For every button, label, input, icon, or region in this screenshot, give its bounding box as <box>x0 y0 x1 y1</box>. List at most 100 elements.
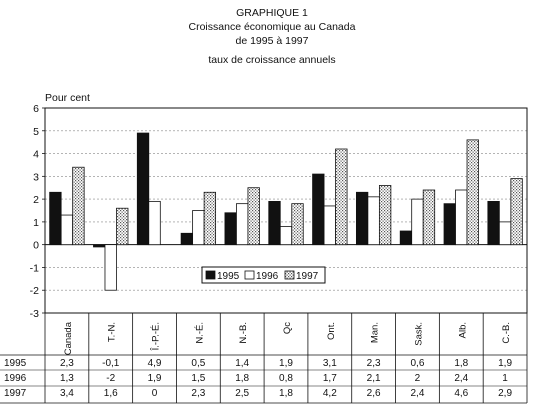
chart-subtitle-line1: Croissance économique au Canada <box>189 21 356 33</box>
table-cell: 1,5 <box>191 373 205 384</box>
category-label: N.-É. <box>194 322 205 344</box>
bar-1996-10 <box>498 221 512 246</box>
table-cell: 1 <box>502 373 508 384</box>
bar-1996-9 <box>455 189 468 246</box>
y-tick-label: 5 <box>33 126 39 138</box>
table-cell: 2,4 <box>411 388 425 399</box>
bar-1995-9 <box>443 203 456 246</box>
category-label: Î.-P.-É. <box>151 322 162 351</box>
table-cell: 4,6 <box>454 388 468 399</box>
table-cell: 0,6 <box>411 358 425 369</box>
bars <box>49 132 523 291</box>
bar-1996-0 <box>60 214 74 246</box>
table-cell: 1,8 <box>454 358 468 369</box>
table-cell: 3,4 <box>60 388 74 399</box>
bar-1995-5 <box>268 200 281 246</box>
chart-title: GRAPHIQUE 1 <box>236 7 308 19</box>
table-cell: 1,9 <box>279 358 293 369</box>
category-labels: Canada T.-N. Î.-P.-É. N.-É. N.-B. Qc Ont. Man. S… <box>63 321 512 355</box>
category-label: Man. <box>370 322 381 343</box>
bar-1996-7 <box>367 196 380 246</box>
bar-1995-8 <box>399 230 413 246</box>
y-axis-label: Pour cent <box>45 92 90 104</box>
table-row-header: 1995 <box>4 358 27 369</box>
bar-1996-5 <box>279 226 293 246</box>
table-cell: 3,1 <box>323 358 337 369</box>
data-table: 1995 2,3 -0,1 4,9 0,5 1,4 1,9 3,1 2,3 0,6 1,8 1,9 19… <box>0 313 528 404</box>
bar-1995-0 <box>49 191 62 246</box>
bar-1997-6 <box>335 148 348 246</box>
bar-1996-6 <box>323 205 336 246</box>
table-cell: 2,5 <box>235 388 249 399</box>
y-tick-label: 2 <box>33 194 39 206</box>
bar-1997-10 <box>510 178 523 246</box>
table-cell: -2 <box>106 373 115 384</box>
y-tick-label: -2 <box>30 285 39 297</box>
bar-1996-1 <box>104 244 117 291</box>
bar-1995-3 <box>180 232 194 246</box>
category-label: Qc <box>282 322 293 334</box>
legend-label-1996: 1996 <box>256 271 279 282</box>
bar-1996-8 <box>411 198 424 246</box>
y-tick-label: 6 <box>33 103 39 115</box>
bar-1995-4 <box>224 212 237 246</box>
category-label: Canada <box>63 321 74 355</box>
bar-1997-8 <box>422 189 436 246</box>
bar-1995-2 <box>136 132 150 246</box>
bar-1995-10 <box>487 200 500 246</box>
table-cell: 1,6 <box>104 388 118 399</box>
plot-frame <box>44 107 528 314</box>
table-cell: 0 <box>152 388 158 399</box>
table-cell: 4,9 <box>148 358 162 369</box>
bar-1995-1 <box>93 244 106 248</box>
y-tick-label: -3 <box>30 308 39 320</box>
legend: 1995 1996 1997 <box>201 266 326 284</box>
bar-1995-7 <box>355 191 369 246</box>
bar-1996-4 <box>236 203 249 246</box>
bar-1995-6 <box>312 173 325 246</box>
table-cell: 1,8 <box>279 388 293 399</box>
table-cell: -0,1 <box>102 358 120 369</box>
table-cell: 2,9 <box>498 388 512 399</box>
table-cell: 1,7 <box>323 373 337 384</box>
bar-1997-9 <box>466 139 479 246</box>
table-cell: 2,4 <box>454 373 468 384</box>
legend-swatch-1996 <box>244 270 255 280</box>
category-label: T.-N. <box>107 322 118 342</box>
bar-1997-4 <box>247 187 260 246</box>
table-cell: 0,5 <box>191 358 205 369</box>
table-cell: 1,9 <box>498 358 512 369</box>
legend-label-1995: 1995 <box>217 271 240 282</box>
table-cell: 1,3 <box>60 373 74 384</box>
table-cell: 2,1 <box>367 373 381 384</box>
y-tick-label: 0 <box>33 240 39 252</box>
bar-1997-0 <box>72 166 85 246</box>
y-tick-label: -1 <box>30 262 39 274</box>
legend-swatch-1997 <box>284 270 295 280</box>
bar-1997-3 <box>203 191 217 246</box>
legend-swatch-1995 <box>205 270 216 280</box>
category-label: Sask. <box>413 322 424 346</box>
table-cell: 1,8 <box>235 373 249 384</box>
bar-1997-1 <box>116 207 129 246</box>
bar-1996-2 <box>148 200 161 246</box>
table-cell: 2,3 <box>367 358 381 369</box>
category-label: Alb. <box>457 322 468 338</box>
table-cell: 2 <box>415 373 421 384</box>
table-cell: 2,6 <box>367 388 381 399</box>
y-axis-ticks: 6 5 4 3 2 1 0 -1 -2 -3 <box>30 103 45 320</box>
chart-subtitle-line2: de 1995 à 1997 <box>236 35 309 47</box>
table-row-header: 1997 <box>4 388 27 399</box>
bar-1997-5 <box>291 203 304 246</box>
table-cell: 1,9 <box>148 373 162 384</box>
category-label: Ont. <box>326 322 337 340</box>
y-tick-label: 1 <box>33 217 39 229</box>
plot-border <box>44 107 528 314</box>
category-label: C.-B. <box>501 322 512 344</box>
table-cell: 4,2 <box>323 388 337 399</box>
bar-1997-7 <box>378 185 392 246</box>
category-label: N.-B. <box>238 322 249 344</box>
bar-1996-3 <box>192 210 205 246</box>
chart-subtitle-line3: taux de croissance annuels <box>208 54 335 66</box>
